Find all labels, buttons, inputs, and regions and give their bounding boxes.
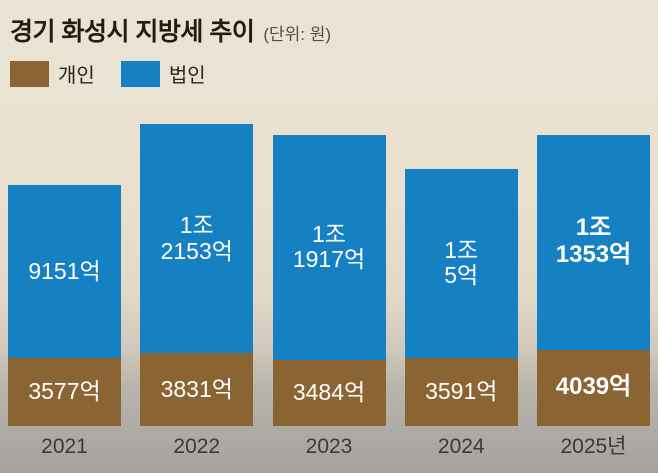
category-label: 2024: [437, 434, 485, 458]
category-label: 2021: [41, 434, 88, 458]
chart-header: 경기 화성시 지방세 추이 (단위: 원): [10, 12, 331, 48]
stacked-bar: 1조 2153억 3831억: [140, 123, 254, 426]
stacked-bar: 1조 1917억 3484억: [272, 124, 386, 426]
legend-swatch-individual: [10, 60, 49, 87]
bar-column: 9151억 3577억 2021: [8, 124, 121, 459]
bar-segment-individual: 3577억: [8, 358, 121, 426]
stacked-bar-chart: 9151억 3577억 2021 1조 2153억 3831억 2022 1조 1917억 3…: [8, 123, 650, 459]
legend-item-individual: 개인: [10, 59, 95, 88]
chart-unit-label: (단위: 원): [263, 25, 332, 44]
category-label: 2022: [173, 434, 221, 458]
stacked-bar: 9151억 3577억: [8, 124, 121, 426]
bar-column: 1조 1353억 4039억 2025년: [537, 124, 650, 459]
bar-segment-individual: 3831억: [140, 353, 254, 426]
stacked-bar: 1조 1353억 4039억: [537, 124, 650, 426]
bar-segment-individual: 3591억: [404, 357, 518, 426]
bar-segment-corporate: 1조 1353억: [537, 135, 650, 350]
bar-column: 1조 2153억 3831억 2022: [140, 123, 254, 459]
bar-segment-corporate: 1조 5억: [404, 168, 518, 358]
legend-item-corporate: 법인: [120, 59, 206, 88]
bar-segment-corporate: 9151억: [8, 185, 121, 359]
legend-swatch-corporate: [120, 60, 160, 87]
chart-legend: 개인 법인: [10, 59, 206, 88]
stacked-bar: 1조 5억 3591억: [404, 124, 518, 426]
bar-segment-corporate: 1조 1917억: [272, 134, 386, 360]
bar-segment-individual: 4039억: [537, 349, 650, 426]
bar-column: 1조 5억 3591억 2024: [404, 124, 518, 459]
bar-segment-individual: 3484억: [272, 360, 386, 426]
category-label: 2023: [305, 434, 353, 458]
bar-segment-corporate: 1조 2153억: [140, 123, 254, 354]
bar-column: 1조 1917억 3484억 2023: [272, 124, 386, 459]
legend-label-individual: 개인: [58, 65, 95, 87]
legend-label-corporate: 법인: [168, 65, 206, 87]
category-label: 2025년: [560, 434, 627, 458]
chart-title: 경기 화성시 지방세 추이: [10, 18, 255, 46]
